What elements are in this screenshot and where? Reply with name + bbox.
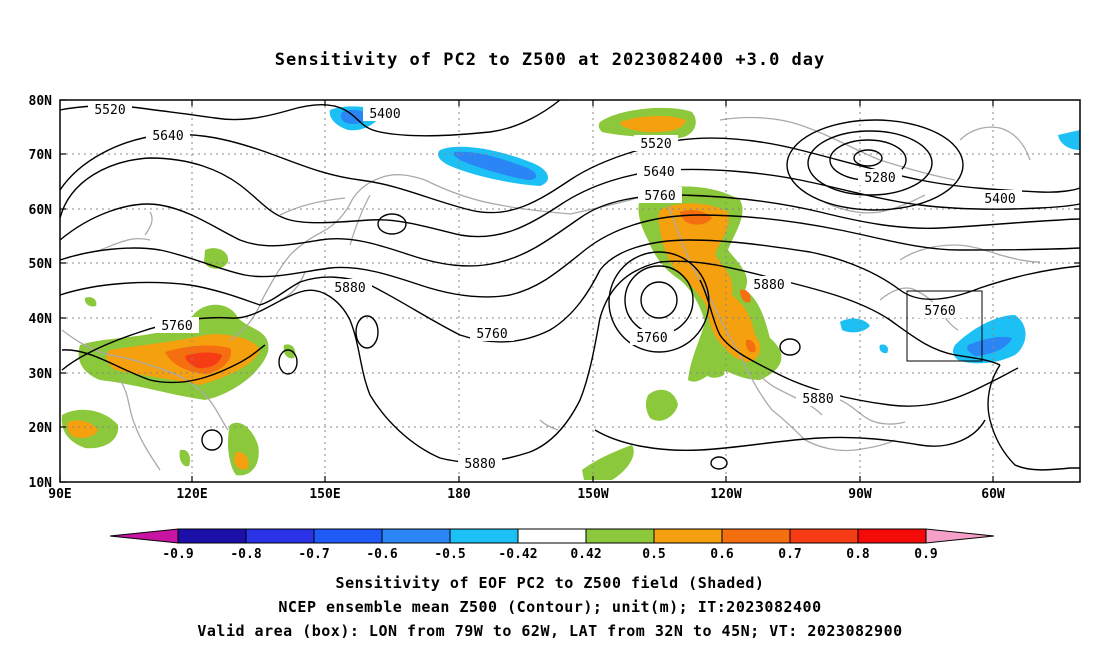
chart-title: Sensitivity of PC2 to Z500 at 2023082400… xyxy=(274,50,826,70)
shade-green xyxy=(645,389,678,421)
colorbar-label: 0.8 xyxy=(846,547,870,562)
contour-label: 5640 xyxy=(152,129,183,144)
shade-orange xyxy=(234,451,249,470)
colorbar-arrow-right xyxy=(925,528,995,544)
colorbar-swatch xyxy=(653,528,723,544)
valid-area-box xyxy=(906,290,983,362)
colorbar-label: 0.42 xyxy=(570,547,601,562)
shade-green xyxy=(204,248,229,269)
shade-red-orange xyxy=(740,289,751,303)
lon-label: 120E xyxy=(176,487,207,502)
colorbar-label: -0.42 xyxy=(498,547,537,562)
contour-label: 5400 xyxy=(984,192,1015,207)
colorbar-swatch xyxy=(721,528,791,544)
caption-line-1: Sensitivity of EOF PC2 to Z500 field (Sh… xyxy=(335,574,765,592)
colorbar: -0.9 -0.8 -0.7 -0.6 -0.5 -0.42 0.42 0.5 0.6 0.7 0.… xyxy=(109,528,995,562)
lon-label: 150E xyxy=(309,487,340,502)
shade-blue xyxy=(453,151,537,180)
shade-green xyxy=(179,449,190,467)
contour-label: 5400 xyxy=(369,107,400,122)
caption-line-3: Valid area (box): LON from 79W to 62W, L… xyxy=(197,622,903,640)
colorbar-swatch xyxy=(789,528,859,544)
lon-label: 120W xyxy=(710,487,741,502)
shade-green xyxy=(84,297,97,307)
colorbar-label: -0.9 xyxy=(162,547,193,562)
lat-labels: 80N 70N 60N 50N 40N 30N 20N 10N xyxy=(29,94,53,491)
colorbar-swatch xyxy=(585,528,655,544)
colorbar-label: 0.6 xyxy=(710,547,734,562)
colorbar-swatch xyxy=(381,528,451,544)
lat-label: 40N xyxy=(29,312,53,327)
contour-label: 5760 xyxy=(924,304,955,319)
shade-blue xyxy=(967,336,1012,356)
shade-green xyxy=(699,352,725,378)
colorbar-label: -0.7 xyxy=(298,547,329,562)
shade-orange xyxy=(658,203,761,362)
shade-green xyxy=(582,445,634,480)
contour-label: 5760 xyxy=(476,327,507,342)
tick-marks xyxy=(59,99,1080,483)
contour-label: 5760 xyxy=(636,331,667,346)
colorbar-label: 0.5 xyxy=(642,547,665,562)
colorbar-label: 0.7 xyxy=(778,547,801,562)
lon-label: 90W xyxy=(848,487,872,502)
contour-label: 5880 xyxy=(802,392,833,407)
lon-label: 180 xyxy=(447,487,471,502)
contour-label: 5880 xyxy=(464,457,495,472)
shade-red xyxy=(185,352,222,369)
shade-light-blue xyxy=(1058,130,1080,150)
colorbar-label: -0.5 xyxy=(434,547,465,562)
lat-label: 80N xyxy=(29,94,53,109)
contour-label-group: 5520 5640 5400 5520 5640 5760 5280 5400 … xyxy=(88,101,1022,472)
colorbar-swatch xyxy=(245,528,315,544)
colorbar-swatch xyxy=(449,528,519,544)
caption-line-2: NCEP ensemble mean Z500 (Contour); unit(… xyxy=(278,598,822,616)
colorbar-label: -0.8 xyxy=(230,547,261,562)
lon-labels: 90E 120E 150E 180 150W 120W 90W 60W xyxy=(48,487,1005,502)
lat-label: 60N xyxy=(29,203,53,218)
contour-label: 5760 xyxy=(161,319,192,334)
colorbar-swatch xyxy=(313,528,383,544)
shade-light-blue xyxy=(840,318,870,333)
lon-label: 150W xyxy=(577,487,608,502)
z500-contours xyxy=(59,99,1081,471)
lat-label: 70N xyxy=(29,148,53,163)
colorbar-label: -0.6 xyxy=(366,547,397,562)
shade-red-orange xyxy=(680,210,712,225)
contour-label: 5520 xyxy=(94,103,125,118)
shade-red-orange xyxy=(745,339,756,353)
shade-light-blue xyxy=(879,344,889,354)
contour-label: 5280 xyxy=(864,171,895,186)
shade-orange xyxy=(620,116,686,133)
contour-label: 5640 xyxy=(643,165,674,180)
contour-label: 5760 xyxy=(644,189,675,204)
colorbar-label: 0.9 xyxy=(914,547,937,562)
contour-label: 5880 xyxy=(334,281,365,296)
lon-label: 90E xyxy=(48,487,71,502)
contour-label: 5520 xyxy=(640,137,671,152)
shade-green xyxy=(283,344,296,359)
colorbar-swatch xyxy=(177,528,247,544)
colorbar-swatch xyxy=(857,528,927,544)
contour-label: 5880 xyxy=(753,278,784,293)
map-frame xyxy=(59,99,1081,483)
shaded-areas xyxy=(61,106,1080,480)
lat-label: 20N xyxy=(29,421,53,436)
lon-label: 60W xyxy=(981,487,1005,502)
lat-label: 30N xyxy=(29,367,53,382)
colorbar-swatch xyxy=(517,528,587,544)
colorbar-arrow-left xyxy=(109,528,179,544)
lat-label: 10N xyxy=(29,476,53,491)
lat-label: 50N xyxy=(29,257,53,272)
shade-orange xyxy=(67,420,98,438)
